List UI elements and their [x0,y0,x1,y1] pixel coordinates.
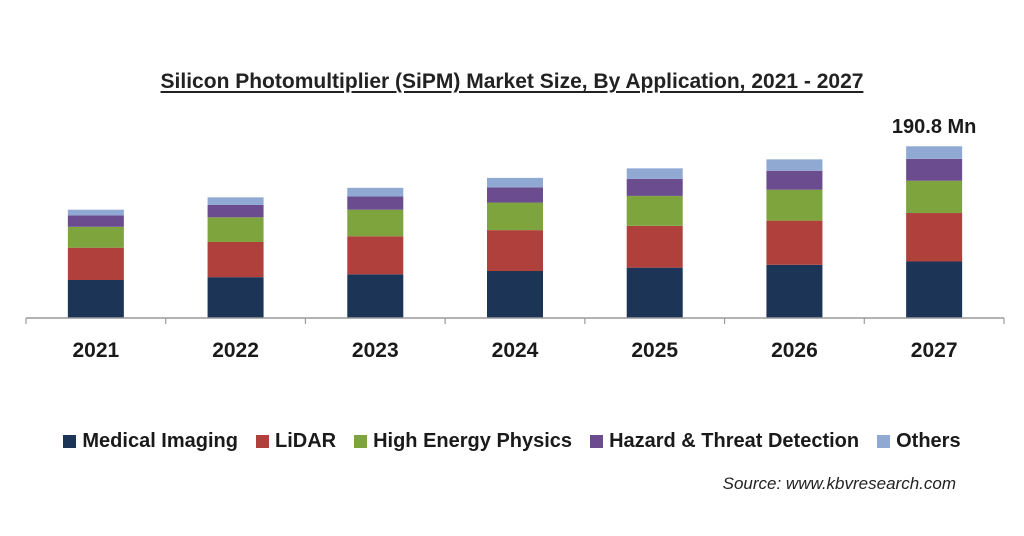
bar-2021-others [67,209,124,216]
source-note: Source: www.kbvresearch.com [722,474,956,493]
legend-item-medical-imaging: Medical Imaging [63,430,238,453]
bar-2025-hazard-threat-detection [626,178,683,196]
bar-2026-medical-imaging [766,264,823,318]
legend-swatch [354,435,368,448]
x-tick-label-2023: 2023 [352,339,399,362]
bar-2022-hazard-threat-detection [207,204,264,218]
bar-2021-high-energy-physics [67,226,124,248]
bar-2026-hazard-threat-detection [766,170,823,190]
bar-2024-medical-imaging [487,270,543,318]
bar-2022-medical-imaging [207,277,264,318]
legend-swatch [877,435,891,448]
x-tick-label-2025: 2025 [631,339,678,362]
chart-title-text: Silicon Photomultiplier (SiPM) Market Si… [160,70,864,93]
legend-swatch [63,435,77,448]
legend-label: High Energy Physics [373,430,573,452]
chart-legend: Medical Imaging LiDAR High Energy Physics H… [0,430,1024,453]
bar-2023-medical-imaging [347,274,404,318]
bar-2027-hazard-threat-detection [906,158,963,181]
bar-2023-lidar [347,236,404,275]
bar-2022-others [207,197,264,205]
bar-2027-high-energy-physics [906,180,963,214]
bar-2025-others [626,168,683,179]
legend-swatch [255,435,269,448]
legend-swatch [590,435,604,448]
bar-2023-others [347,187,404,197]
legend-label: Others [896,430,961,452]
bar-2025-lidar [626,225,683,268]
bar-2021-lidar [67,247,124,280]
bar-2024-others [487,177,543,188]
legend-label: Hazard & Threat Detection [609,430,860,452]
legend-label: Medical Imaging [82,430,238,452]
legend-item-hazard-threat-detection: Hazard & Threat Detection [590,430,859,453]
bar-2027-medical-imaging [906,261,963,318]
bar-2025-medical-imaging [626,267,683,318]
legend-item-others: Others [877,430,961,453]
chart-title: Silicon Photomultiplier (SiPM) Market Si… [0,70,1024,94]
bar-2024-high-energy-physics [487,202,543,231]
bar-2021-hazard-threat-detection [67,215,124,227]
bar-2023-high-energy-physics [347,209,404,237]
legend-item-high-energy-physics: High Energy Physics [354,430,572,453]
bar-2021-medical-imaging [67,280,124,318]
bar-2022-high-energy-physics [207,217,264,242]
bar-2026-lidar [766,220,823,265]
bar-2024-lidar [487,230,543,271]
bar-2026-high-energy-physics [766,189,823,221]
bar-2027-others [906,146,963,159]
bar-2024-hazard-threat-detection [487,187,543,203]
bar-2027-lidar [906,213,963,262]
x-tick-label-2022: 2022 [212,339,259,362]
x-tick-label-2021: 2021 [72,339,119,362]
bar-2022-lidar [207,242,264,278]
x-tick-label-2027: 2027 [911,339,958,362]
total-label-2027: 190.8 Mn [892,116,976,138]
x-tick-label-2024: 2024 [492,339,539,362]
bar-2023-hazard-threat-detection [347,196,404,210]
bar-2026-others [766,159,823,171]
bar-2025-high-energy-physics [626,195,683,226]
x-tick-label-2026: 2026 [771,339,818,362]
legend-item-lidar: LiDAR [255,430,337,453]
legend-label: LiDAR [274,430,337,452]
